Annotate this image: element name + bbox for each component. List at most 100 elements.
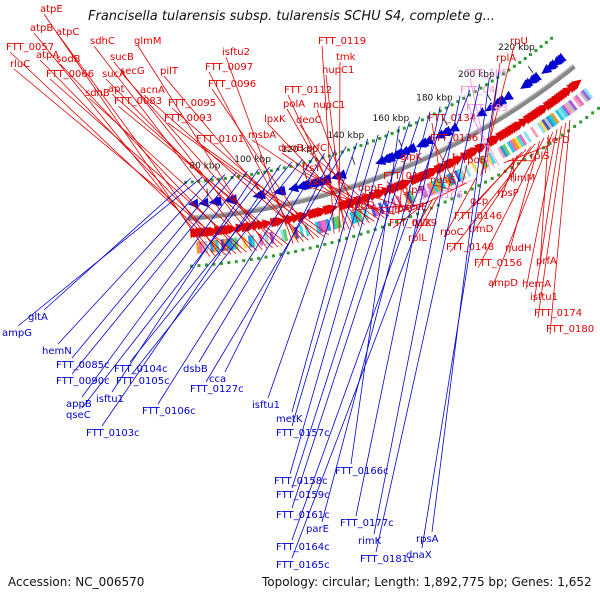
forward-gene-label: tufA bbox=[452, 152, 473, 163]
forward-gene-leader bbox=[281, 152, 380, 220]
inner-dotted-track-dot bbox=[534, 49, 538, 53]
forward-gene-label: atpA bbox=[36, 50, 59, 61]
outer-dotted-track-dot bbox=[401, 217, 405, 221]
forward-gene-leader bbox=[525, 129, 558, 290]
scale-tick bbox=[486, 93, 492, 101]
feature-box bbox=[559, 106, 569, 118]
feature-box bbox=[282, 228, 289, 242]
forward-arrow bbox=[235, 223, 246, 234]
reverse-gene-label: ampG bbox=[2, 328, 32, 339]
inner-dotted-track-dot bbox=[269, 169, 273, 173]
scale-tick bbox=[443, 118, 448, 126]
reverse-gene-leader bbox=[375, 84, 481, 553]
outer-dotted-track-dot bbox=[554, 137, 558, 141]
forward-gene-label: acnA bbox=[140, 85, 165, 96]
reverse-gene-leader bbox=[291, 116, 421, 509]
feature-box bbox=[215, 239, 220, 252]
reverse-gene-leader bbox=[350, 126, 400, 465]
inner-dotted-track-dot bbox=[378, 136, 382, 140]
forward-gene-leader bbox=[469, 77, 491, 171]
outer-dotted-track-dot bbox=[597, 106, 600, 110]
outer-dotted-track-dot bbox=[242, 259, 246, 263]
outer-dotted-track-dot bbox=[591, 111, 595, 115]
feature-box bbox=[426, 182, 434, 196]
forward-gene-label: atpB bbox=[30, 23, 53, 34]
reverse-arrow bbox=[496, 95, 508, 105]
inner-dotted-track-dot bbox=[485, 83, 489, 87]
inner-dotted-track-dot bbox=[365, 141, 369, 145]
forward-gene-leader bbox=[477, 137, 545, 269]
inner-dotted-track-dot bbox=[315, 158, 319, 162]
inner-dotted-track-dot bbox=[217, 177, 221, 181]
feature-box bbox=[487, 152, 497, 165]
feature-box bbox=[563, 102, 574, 115]
forward-arrow bbox=[327, 204, 339, 215]
feature-box bbox=[478, 157, 487, 170]
reverse-gene-leader bbox=[111, 168, 259, 393]
inner-dotted-track-dot bbox=[420, 118, 424, 122]
reverse-arrow bbox=[485, 101, 497, 112]
forward-gene-leader bbox=[469, 112, 500, 166]
forward-gene-leader bbox=[338, 61, 341, 233]
scale-tick-label: 180 kbp bbox=[416, 93, 453, 103]
feature-box bbox=[395, 195, 403, 208]
forward-gene-label: FTT_0119 bbox=[318, 36, 366, 47]
outer-dotted-track-dot bbox=[279, 252, 283, 256]
outer-dotted-track-dot bbox=[585, 115, 589, 119]
feature-box bbox=[565, 101, 576, 113]
reverse-gene-leader bbox=[205, 146, 347, 383]
forward-gene-label: FTT_0134 bbox=[428, 113, 476, 124]
outer-dotted-track-dot bbox=[380, 225, 384, 229]
forward-gene-label: FTT_0093 bbox=[164, 113, 212, 124]
inner-dotted-track-dot bbox=[359, 144, 363, 148]
reverse-arrow bbox=[288, 182, 299, 193]
map-title: Francisella tularensis subsp. tularensis… bbox=[88, 9, 496, 24]
reverse-gene-label: FTT_0159c bbox=[276, 490, 330, 501]
reverse-gene-leader bbox=[373, 95, 461, 535]
inner-dotted-track-dot bbox=[467, 93, 471, 97]
inner-dotted-track-dot bbox=[223, 176, 227, 180]
forward-gene-label: glmM bbox=[134, 36, 162, 47]
forward-gene-label: rluC bbox=[10, 59, 30, 70]
feature-box bbox=[543, 117, 553, 129]
reverse-gene-label: appB bbox=[66, 399, 92, 410]
reverse-gene-label: FTT_0181c bbox=[360, 554, 414, 565]
forward-gene-label: glpF bbox=[402, 185, 423, 196]
forward-gene-label: glpK bbox=[400, 152, 422, 163]
feature-box bbox=[578, 91, 589, 103]
reverse-gene-label: FTT_0104c bbox=[114, 364, 168, 375]
forward-gene-leader bbox=[225, 56, 294, 244]
feature-box bbox=[568, 99, 578, 112]
feature-box bbox=[250, 234, 256, 248]
forward-gene-label: rpU bbox=[510, 36, 528, 47]
forward-gene-leader bbox=[463, 94, 495, 169]
forward-gene-label: uvrD bbox=[306, 177, 330, 188]
inner-dotted-track-dot bbox=[462, 96, 466, 100]
forward-gene-label: rplK bbox=[412, 218, 432, 229]
forward-gene-label: ftsY bbox=[302, 163, 321, 174]
feature-box bbox=[333, 216, 340, 229]
forward-gene-label: FTT_0057 bbox=[6, 42, 54, 53]
reverse-arrow bbox=[335, 169, 347, 179]
forward-gene-leader bbox=[386, 180, 405, 211]
forward-gene-leader bbox=[533, 126, 562, 303]
inner-dotted-track-dot bbox=[450, 103, 454, 107]
forward-gene-leader bbox=[199, 143, 330, 236]
inner-dotted-track-dot bbox=[438, 109, 442, 113]
outer-dotted-track-dot bbox=[286, 251, 290, 255]
inner-dotted-track-dot bbox=[432, 112, 436, 116]
forward-gene-leader bbox=[163, 75, 304, 242]
outer-dotted-track-dot bbox=[387, 223, 391, 227]
accession-label: Accession: NC_006570 bbox=[8, 575, 145, 589]
forward-arrow bbox=[261, 219, 273, 230]
outer-dotted-track-dot bbox=[510, 166, 514, 170]
forward-gene-label: trmD bbox=[468, 224, 494, 235]
forward-gene-leader bbox=[113, 61, 263, 250]
inner-dotted-track-dot bbox=[544, 40, 548, 44]
forward-gene-leader bbox=[59, 36, 221, 256]
feature-box bbox=[314, 221, 321, 234]
feature-box bbox=[541, 118, 551, 131]
scale-tick-label: 200 kbp bbox=[458, 70, 495, 80]
outer-dotted-track-dot bbox=[219, 261, 223, 265]
